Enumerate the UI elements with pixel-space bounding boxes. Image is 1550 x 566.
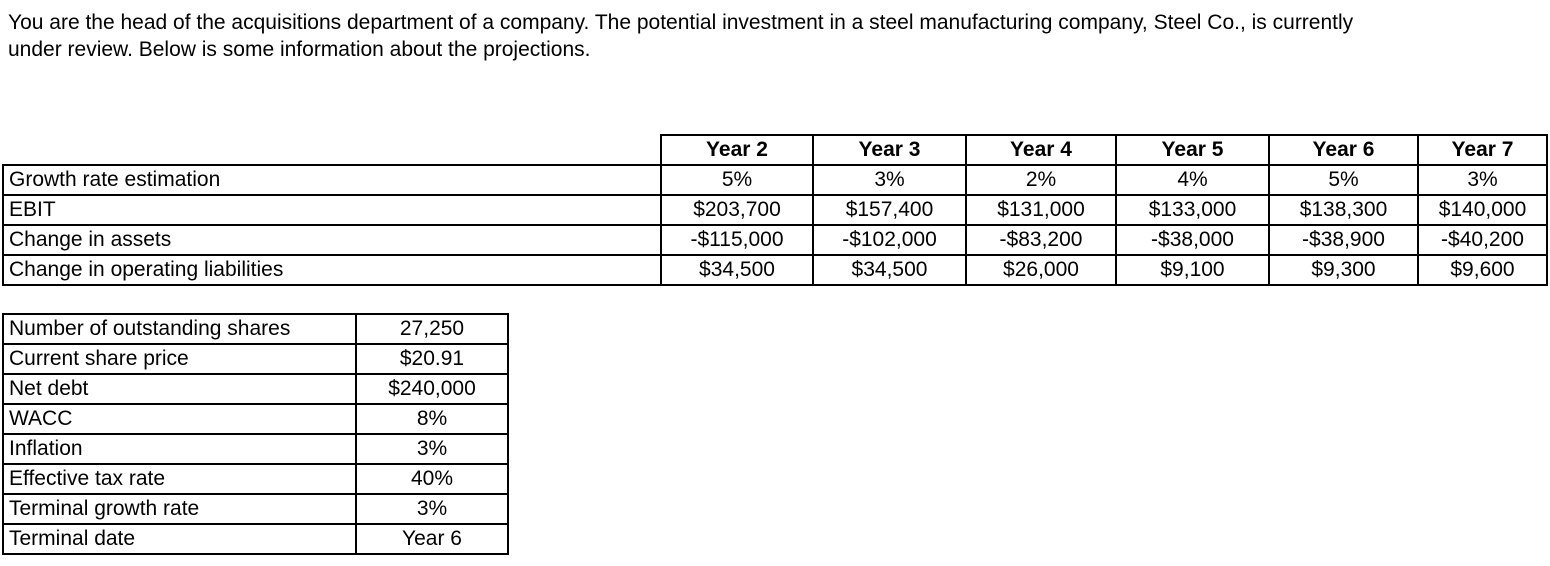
value-cell: $240,000 (355, 373, 509, 405)
intro-paragraph: You are the head of the acquisitions dep… (8, 9, 1353, 63)
row-label-cell: EBIT (2, 194, 662, 226)
value-cell: $133,000 (1115, 194, 1270, 226)
value-cell: $138,300 (1268, 194, 1419, 226)
value-cell: $140,000 (1417, 194, 1548, 226)
table-row: Net debt $240,000 (2, 373, 509, 405)
value-cell: $157,400 (812, 194, 967, 226)
value-cell: $9,600 (1417, 254, 1548, 286)
year-header-cell: Year 4 (965, 134, 1117, 166)
row-label-cell: Change in assets (2, 224, 662, 256)
value-cell: -$38,000 (1115, 224, 1270, 256)
value-cell: 8% (355, 403, 509, 435)
assumptions-table: Number of outstanding shares 27,250 Curr… (2, 313, 509, 555)
row-label-cell: Terminal growth rate (2, 493, 357, 525)
projections-table: Year 2 Year 3 Year 4 Year 5 Year 6 Year … (2, 134, 1548, 286)
intro-line: under review. Below is some information … (8, 38, 591, 61)
table-row: Terminal growth rate 3% (2, 493, 509, 525)
value-cell: 2% (965, 164, 1117, 196)
value-cell: 5% (1268, 164, 1419, 196)
year-header-cell: Year 6 (1268, 134, 1419, 166)
row-label-cell: Current share price (2, 343, 357, 375)
value-cell: 5% (660, 164, 814, 196)
row-label-cell: WACC (2, 403, 357, 435)
value-cell: Year 6 (355, 523, 509, 555)
corner-spacer-cell (3, 135, 661, 165)
value-cell: 40% (355, 463, 509, 495)
value-cell: -$115,000 (660, 224, 814, 256)
value-cell: $9,300 (1268, 254, 1419, 286)
value-cell: $203,700 (660, 194, 814, 226)
year-header-cell: Year 5 (1115, 134, 1270, 166)
value-cell: -$83,200 (965, 224, 1117, 256)
value-cell: 3% (355, 493, 509, 525)
row-label-cell: Number of outstanding shares (2, 313, 357, 345)
table-row: Current share price $20.91 (2, 343, 509, 375)
row-label-cell: Change in operating liabilities (2, 254, 662, 286)
value-cell: $34,500 (660, 254, 814, 286)
table-row: Terminal date Year 6 (2, 523, 509, 555)
intro-line: You are the head of the acquisitions dep… (8, 11, 1354, 34)
projections-header-row: Year 2 Year 3 Year 4 Year 5 Year 6 Year … (3, 134, 1548, 166)
table-row: Effective tax rate 40% (2, 463, 509, 495)
row-label-cell: Terminal date (2, 523, 357, 555)
value-cell: $34,500 (812, 254, 967, 286)
value-cell: 4% (1115, 164, 1270, 196)
value-cell: $131,000 (965, 194, 1117, 226)
year-header-cell: Year 2 (660, 134, 814, 166)
table-row: Inflation 3% (2, 433, 509, 465)
row-label-cell: Inflation (2, 433, 357, 465)
value-cell: 3% (355, 433, 509, 465)
row-label-cell: Growth rate estimation (2, 164, 662, 196)
value-cell: 27,250 (355, 313, 509, 345)
value-cell: -$38,900 (1268, 224, 1419, 256)
table-row: Change in assets -$115,000 -$102,000 -$8… (2, 224, 1548, 256)
row-label-cell: Net debt (2, 373, 357, 405)
table-row: Growth rate estimation 5% 3% 2% 4% 5% 3% (2, 164, 1548, 196)
value-cell: $20.91 (355, 343, 509, 375)
year-header-cell: Year 3 (812, 134, 967, 166)
value-cell: 3% (1417, 164, 1548, 196)
value-cell: -$40,200 (1417, 224, 1548, 256)
value-cell: 3% (812, 164, 967, 196)
year-header-cell: Year 7 (1417, 134, 1548, 166)
row-label-cell: Effective tax rate (2, 463, 357, 495)
table-row: WACC 8% (2, 403, 509, 435)
table-row: Number of outstanding shares 27,250 (2, 313, 509, 345)
table-row: Change in operating liabilities $34,500 … (2, 254, 1548, 286)
value-cell: -$102,000 (812, 224, 967, 256)
table-row: EBIT $203,700 $157,400 $131,000 $133,000… (2, 194, 1548, 226)
value-cell: $26,000 (965, 254, 1117, 286)
value-cell: $9,100 (1115, 254, 1270, 286)
